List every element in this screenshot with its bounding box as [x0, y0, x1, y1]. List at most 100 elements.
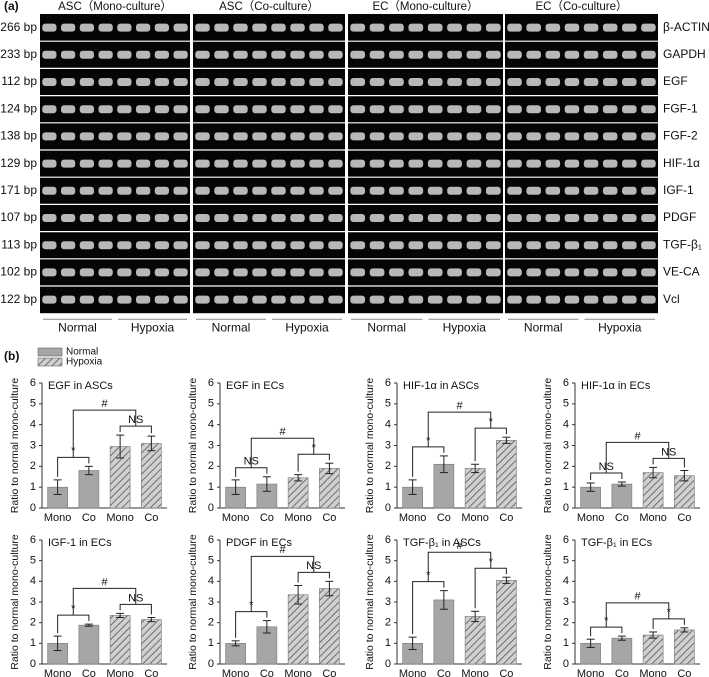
gel-band — [389, 295, 404, 304]
band-size: 102 bp — [0, 265, 37, 279]
y-tick-label: 1 — [208, 481, 214, 493]
y-axis-label: Ratio to normal mono-culture — [364, 534, 376, 670]
band-size: 112 bp — [1, 74, 37, 88]
gel-band — [427, 186, 443, 195]
gel-band — [195, 23, 210, 32]
gel-band — [328, 23, 343, 32]
gel-band — [309, 23, 324, 32]
significance-bracket — [297, 571, 330, 583]
gel-band — [98, 268, 113, 277]
gel-band — [369, 186, 385, 195]
y-axis-label: Ratio to normal mono-culture — [187, 378, 199, 514]
bar — [141, 619, 162, 665]
legend-label: Hypoxia — [66, 357, 103, 368]
y-tick-label: 6 — [208, 377, 214, 389]
gel-band — [389, 78, 404, 86]
gel-band — [545, 132, 561, 141]
gel-band — [622, 268, 637, 277]
gel-band — [466, 105, 482, 114]
bar — [642, 634, 664, 665]
gel-band — [136, 132, 151, 141]
significance-bracket — [412, 446, 445, 477]
gene-label: GAPDH — [663, 47, 706, 61]
significance-bracket — [652, 457, 685, 468]
gel-band — [117, 295, 132, 304]
gel-band — [408, 105, 424, 114]
condition-label: Normal — [524, 320, 563, 334]
gel-band — [195, 78, 210, 86]
group-label: EC（Mono-culture） — [372, 0, 478, 13]
y-tick-label: 3 — [385, 596, 391, 608]
gel-band — [641, 50, 656, 59]
y-tick-label: 4 — [30, 419, 36, 431]
y-tick-label: 0 — [30, 658, 36, 670]
gel-band — [290, 78, 305, 86]
gel-band — [117, 50, 132, 59]
gel-band — [466, 50, 482, 59]
gene-label: TGF-β₁ — [663, 237, 702, 251]
gel-band — [466, 132, 482, 141]
gel-band — [252, 105, 267, 114]
gel-band — [61, 105, 76, 114]
gel-band — [328, 241, 343, 250]
gel-band — [389, 23, 404, 32]
y-tick-label: 3 — [30, 439, 36, 451]
gel-band — [447, 159, 462, 168]
x-tick-label: Co — [677, 668, 691, 677]
gel-band — [233, 50, 248, 59]
gel-band — [545, 241, 561, 250]
gel-band — [42, 214, 57, 222]
gel-band — [564, 214, 580, 222]
gel-band — [622, 159, 637, 168]
chart-title: PDGF in ECs — [226, 537, 293, 549]
gene-label: HIF-1α — [663, 156, 700, 170]
gel-band — [42, 23, 57, 32]
gel-band — [214, 159, 229, 168]
gel-band — [564, 295, 580, 304]
gel-band — [545, 50, 561, 59]
group-label: EC（Co-culture） — [535, 0, 627, 13]
x-tick-label: Co — [437, 668, 451, 677]
gel-band — [61, 78, 76, 86]
x-tick-label: Co — [260, 512, 274, 524]
gel-band — [252, 214, 267, 222]
gel-band — [195, 268, 210, 277]
error-bar — [649, 631, 658, 639]
y-tick-label: 2 — [385, 617, 391, 629]
gel-band — [290, 105, 305, 114]
x-tick-label: Mono — [44, 668, 72, 677]
band-size: 129 bp — [0, 156, 37, 170]
gel-band — [507, 159, 522, 168]
gel-band — [602, 268, 618, 277]
gel-band — [427, 241, 443, 250]
gel-band — [545, 268, 561, 277]
gel-band — [408, 132, 424, 141]
condition-label: Normal — [367, 320, 406, 334]
gel-band — [79, 132, 94, 141]
gel-band — [427, 268, 443, 277]
error-bar — [680, 627, 689, 633]
gene-label: EGF — [663, 74, 688, 88]
significance-label: # — [456, 540, 463, 552]
gel-band — [154, 23, 169, 32]
x-tick-label: Co — [144, 668, 158, 677]
gel-band — [485, 23, 501, 32]
gel-band — [466, 214, 482, 222]
gel-band — [485, 295, 501, 304]
bar — [141, 443, 162, 509]
band-size: 122 bp — [0, 292, 37, 306]
error-bar — [408, 636, 417, 651]
error-bar — [147, 617, 156, 623]
gel-band — [583, 105, 599, 114]
significance-label: # — [456, 400, 463, 412]
gel-band — [545, 186, 561, 195]
gel-band — [602, 50, 618, 59]
chart-title: TGF-β₁ in ECs — [581, 537, 653, 549]
gene-label: FGF-2 — [663, 129, 698, 143]
significance-bracket — [72, 409, 137, 458]
gel-band — [641, 159, 656, 168]
gel-band — [564, 186, 580, 195]
gel-band — [154, 214, 169, 222]
bar — [611, 483, 633, 509]
y-tick-label: 1 — [385, 637, 391, 649]
